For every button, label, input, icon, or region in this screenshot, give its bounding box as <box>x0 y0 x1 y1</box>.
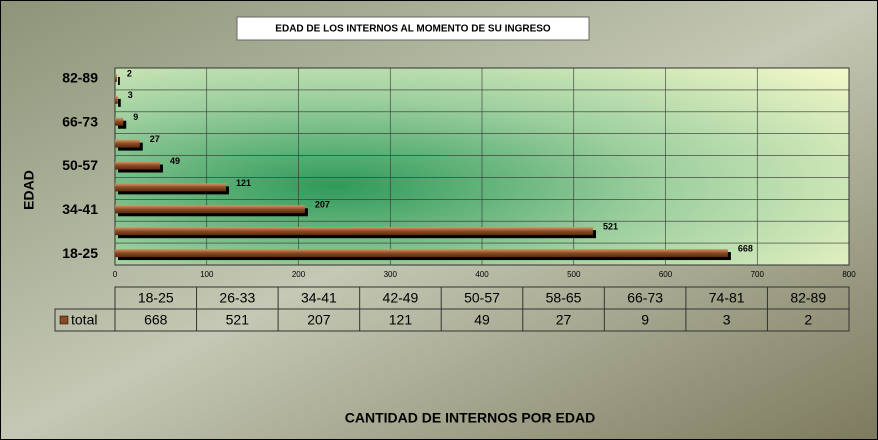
table-header: 82-89 <box>790 290 826 306</box>
data-label: 9 <box>133 112 138 122</box>
table-cell: 668 <box>144 312 168 328</box>
legend-label: total <box>71 312 97 328</box>
bar <box>115 205 305 214</box>
bar <box>115 95 118 104</box>
table-cell: 2 <box>804 312 812 328</box>
legend-swatch <box>59 315 69 325</box>
table-cell: 27 <box>556 312 572 328</box>
data-label: 2 <box>127 68 132 78</box>
data-label: 3 <box>128 90 133 100</box>
x-axis-label: CANTIDAD DE INTERNOS POR EDAD <box>345 410 595 426</box>
data-label: 27 <box>150 134 160 144</box>
bar <box>115 73 117 82</box>
table-cell: 207 <box>307 312 331 328</box>
x-tick-label: 200 <box>292 270 306 279</box>
x-tick-label: 800 <box>842 270 856 279</box>
y-axis-label: EDAD <box>21 170 37 210</box>
bar <box>115 161 160 170</box>
bar <box>115 227 594 236</box>
table-cell: 3 <box>723 312 731 328</box>
table-row <box>54 308 850 332</box>
data-label: 521 <box>603 222 618 232</box>
bar-shadow <box>118 76 120 85</box>
table-cell: 9 <box>641 312 649 328</box>
table-cell: 49 <box>474 312 490 328</box>
table-cell: 521 <box>226 312 250 328</box>
bar <box>115 117 124 126</box>
chart-title: EDAD DE LOS INTERNOS AL MOMENTO DE SU IN… <box>275 24 551 35</box>
bar <box>115 249 728 258</box>
y-tick-label: 66-73 <box>62 113 98 129</box>
data-label: 49 <box>170 156 180 166</box>
data-label: 668 <box>738 243 753 253</box>
y-tick-label: 50-57 <box>62 157 98 173</box>
x-tick-label: 700 <box>751 270 765 279</box>
x-tick-label: 0 <box>113 270 118 279</box>
title-box <box>236 16 590 41</box>
table-header: 34-41 <box>301 290 337 306</box>
table-header: 50-57 <box>464 290 500 306</box>
table-header: 58-65 <box>546 290 582 306</box>
table-header: 18-25 <box>138 290 174 306</box>
bar-shadow <box>118 98 121 107</box>
data-label: 121 <box>236 178 251 188</box>
bar <box>115 139 140 148</box>
data-label: 207 <box>315 200 330 210</box>
table-header: 26-33 <box>219 290 255 306</box>
x-tick-label: 100 <box>200 270 214 279</box>
table-cell: 121 <box>389 312 413 328</box>
y-tick-label: 34-41 <box>62 201 98 217</box>
y-tick-label: 18-25 <box>62 245 98 261</box>
table-header: 42-49 <box>383 290 419 306</box>
x-tick-label: 400 <box>475 270 489 279</box>
table-header: 66-73 <box>627 290 663 306</box>
table-header: 74-81 <box>709 290 745 306</box>
x-tick-label: 300 <box>384 270 398 279</box>
y-tick-label: 82-89 <box>62 70 98 86</box>
bar <box>115 183 227 192</box>
x-tick-label: 600 <box>659 270 673 279</box>
x-tick-label: 500 <box>567 270 581 279</box>
